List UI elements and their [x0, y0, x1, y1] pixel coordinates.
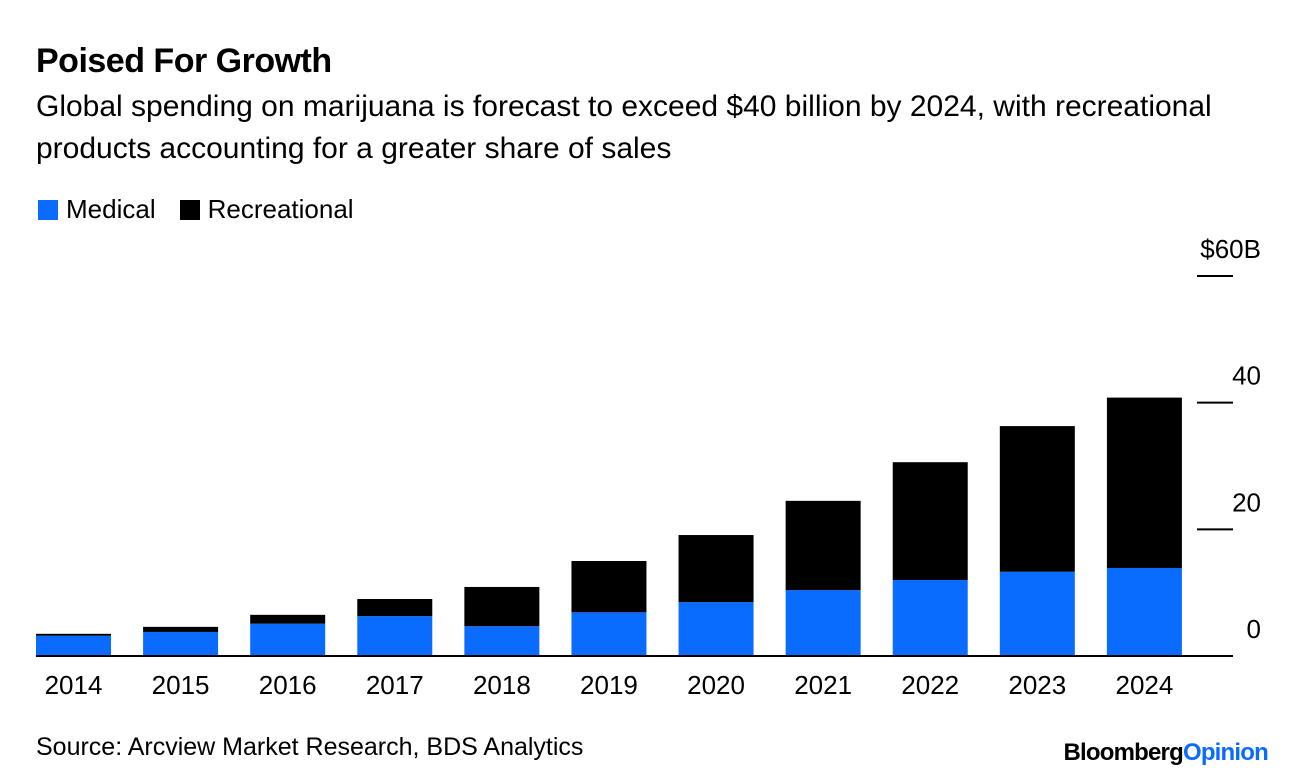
bar-segment	[999, 571, 1075, 656]
bar-segment	[678, 535, 754, 603]
bar-segment	[571, 612, 647, 656]
chart-title: Poised For Growth	[36, 42, 332, 80]
x-tick-label: 2019	[580, 670, 638, 700]
x-tick-label: 2021	[794, 670, 852, 700]
y-tick-label: 40	[1232, 361, 1261, 391]
bar-segment	[250, 623, 326, 656]
bar-segment	[1106, 397, 1182, 568]
bar-segment	[892, 580, 968, 656]
logo-section: Opinion	[1182, 739, 1269, 766]
legend-swatch	[179, 199, 200, 220]
y-tick-label: 20	[1232, 487, 1261, 517]
legend-label: Recreational	[207, 194, 354, 224]
bar-segment	[785, 590, 861, 656]
bar-segment	[892, 462, 968, 580]
x-tick-label: 2020	[687, 670, 745, 700]
logo-brand: Bloomberg	[1063, 739, 1183, 766]
bar-segment	[785, 500, 861, 591]
bar-segment	[1106, 567, 1182, 656]
legend-item: Medical	[38, 194, 156, 225]
legend: Medical Recreational	[38, 194, 354, 225]
legend-label: Medical	[66, 194, 156, 224]
x-tick-label: 2015	[152, 670, 210, 700]
bar-segment	[143, 626, 219, 632]
x-tick-label: 2024	[1115, 670, 1173, 700]
bar-segment	[999, 426, 1075, 572]
x-tick-label: 2016	[259, 670, 317, 700]
bar-segment	[357, 599, 433, 617]
bar-segment	[678, 602, 754, 656]
bar-segment	[464, 586, 540, 627]
logo: BloombergOpinion	[1063, 739, 1268, 767]
x-tick-label: 2017	[366, 670, 424, 700]
x-tick-label: 2022	[901, 670, 959, 700]
bar-segment	[143, 631, 219, 656]
x-tick-label: 2023	[1008, 670, 1066, 700]
bar-segment	[36, 635, 111, 656]
bar-segment	[250, 614, 326, 624]
x-tick-label: 2018	[473, 670, 531, 700]
bar-segment	[357, 616, 433, 656]
legend-swatch	[38, 199, 58, 220]
bar-segment	[571, 561, 647, 613]
bar-segment	[464, 626, 540, 656]
x-tick-label: 2014	[45, 670, 103, 700]
bar-segment	[36, 633, 111, 636]
y-tick-label: 0	[1247, 614, 1261, 644]
legend-item: Recreational	[179, 194, 354, 225]
chart-subtitle: Global spending on marijuana is forecast…	[36, 90, 1212, 165]
y-tick-label: $60B	[1200, 234, 1261, 264]
source-note: Source: Arcview Market Research, BDS Ana…	[36, 733, 584, 761]
